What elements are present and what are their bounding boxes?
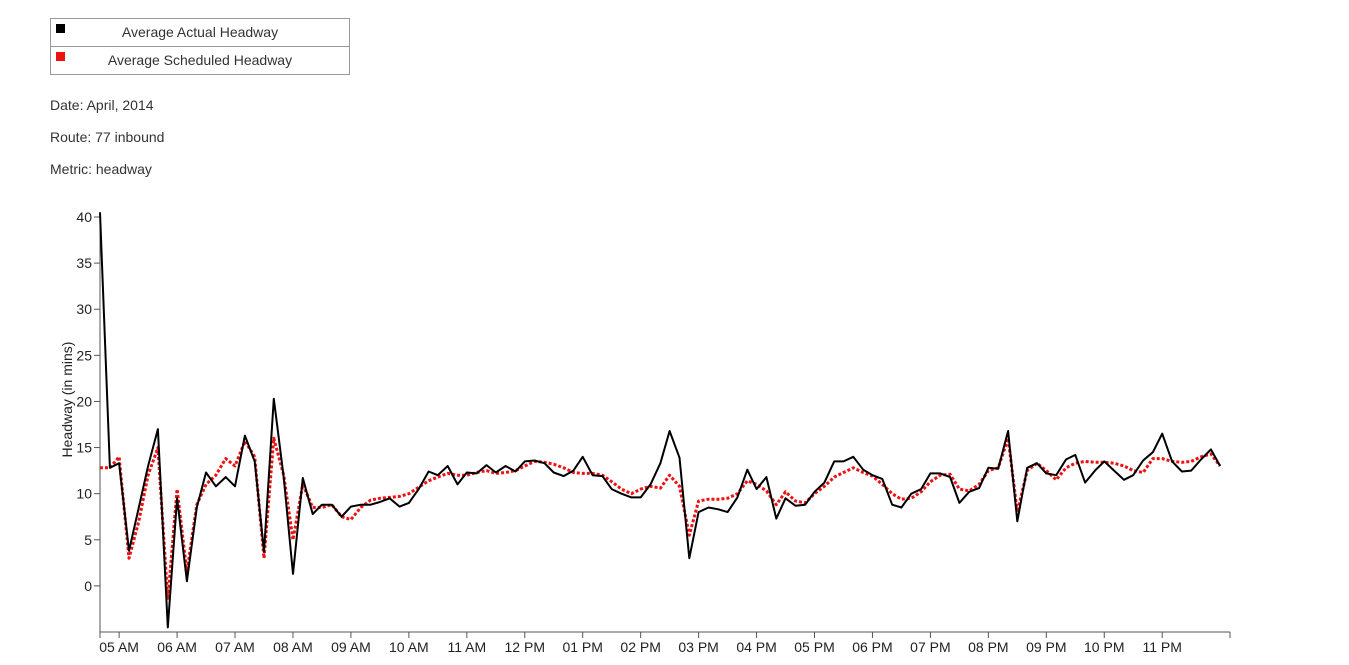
series-line-scheduled	[100, 436, 1222, 602]
x-tick-label: 10 PM	[1084, 639, 1124, 655]
legend-swatch-scheduled	[56, 52, 65, 61]
y-tick-label: 35	[76, 255, 92, 271]
x-tick-label: 02 PM	[620, 639, 660, 655]
x-tick-label: 05 AM	[99, 639, 139, 655]
legend-swatch-actual	[56, 24, 65, 33]
legend-item-actual[interactable]: Average Actual Headway	[51, 19, 349, 46]
x-tick-label: 04 PM	[736, 639, 776, 655]
x-tick-label: 09 AM	[331, 639, 371, 655]
x-tick-label: 07 PM	[910, 639, 950, 655]
y-tick-label: 20	[76, 393, 92, 409]
x-tick-label: 09 PM	[1026, 639, 1066, 655]
x-tick-label: 07 AM	[215, 639, 255, 655]
legend-label-actual: Average Actual Headway	[121, 24, 279, 40]
x-tick-label: 03 PM	[678, 639, 718, 655]
metric-label: Metric: headway	[50, 161, 152, 177]
x-tick-label: 06 PM	[852, 639, 892, 655]
x-tick-label: 12 PM	[505, 639, 545, 655]
x-tick-label: 05 PM	[794, 639, 834, 655]
x-tick-label: 11 PM	[1142, 639, 1181, 655]
x-tick-label: 08 AM	[273, 639, 313, 655]
y-tick-label: 10	[76, 486, 92, 502]
legend: Average Actual Headway Average Scheduled…	[50, 18, 350, 75]
series-line-actual	[99, 212, 1221, 629]
x-tick-label: 06 AM	[157, 639, 197, 655]
legend-label-scheduled: Average Scheduled Headway	[107, 52, 293, 68]
x-tick-label: 08 PM	[968, 639, 1008, 655]
y-tick-label: 40	[76, 209, 92, 225]
y-tick-label: 5	[84, 532, 92, 548]
date-label: Date: April, 2014	[50, 97, 154, 113]
route-label: Route: 77 inbound	[50, 129, 165, 145]
x-tick-label: 01 PM	[562, 639, 602, 655]
y-axis-title: Headway (in mins)	[59, 342, 75, 458]
y-tick-label: 15	[76, 440, 92, 456]
y-tick-label: 0	[84, 578, 92, 594]
legend-item-scheduled[interactable]: Average Scheduled Headway	[51, 46, 349, 74]
y-tick-label: 25	[76, 347, 92, 363]
x-tick-label: 10 AM	[389, 639, 429, 655]
y-tick-label: 30	[76, 301, 92, 317]
x-tick-label: 11 AM	[447, 639, 486, 655]
